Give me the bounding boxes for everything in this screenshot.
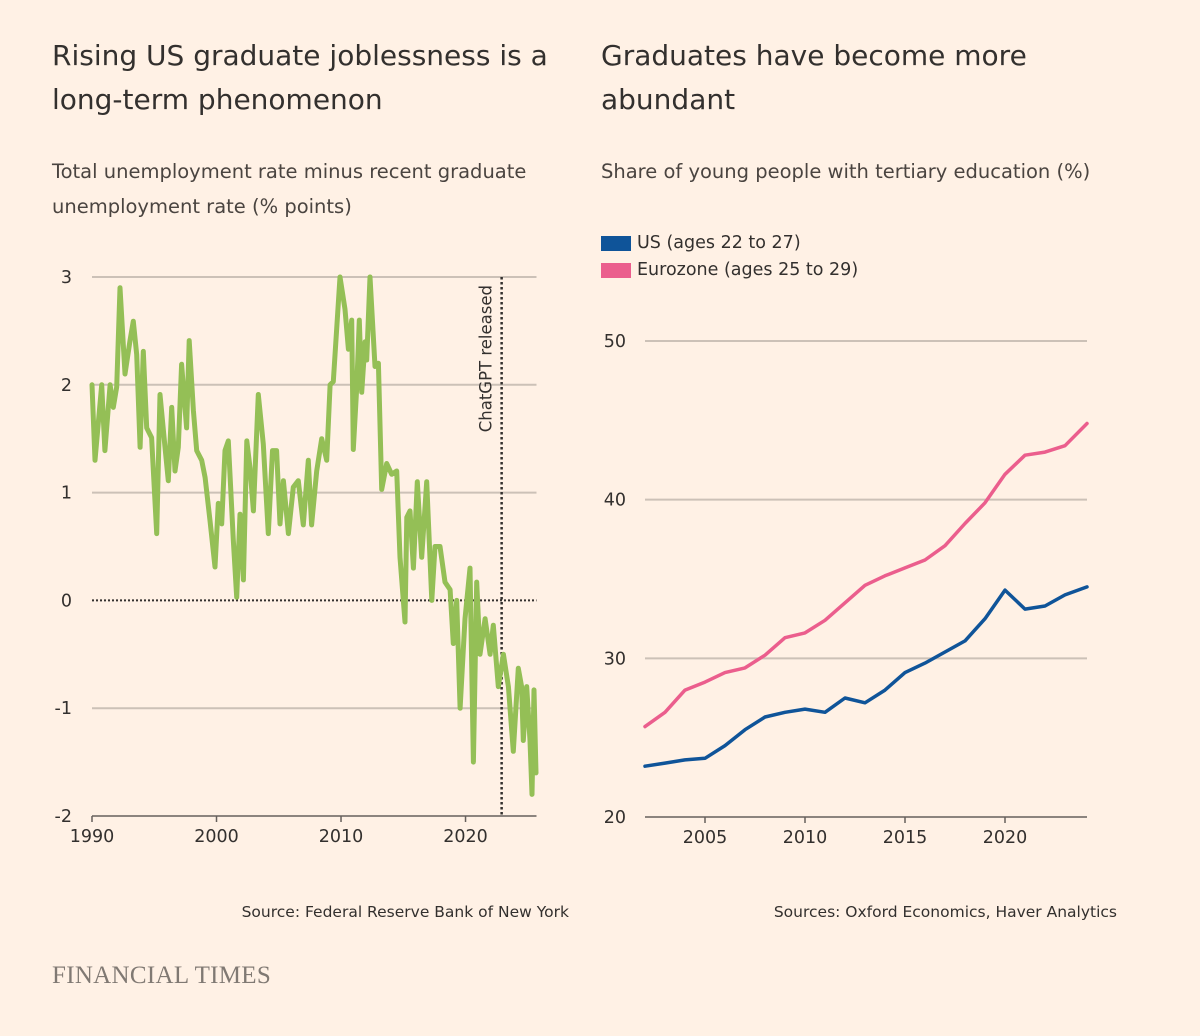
x-tick-label: 2020 — [983, 828, 1028, 848]
legend-swatch-us — [601, 235, 631, 251]
left-chart-source: Source: Federal Reserve Bank of New York — [241, 903, 569, 921]
y-tick-label: -1 — [55, 699, 72, 719]
legend-item-us: US (ages 22 to 27) — [601, 233, 801, 253]
left-chart-title: Rising US graduate joblessness is a long… — [52, 39, 548, 116]
legend-item-eurozone: Eurozone (ages 25 to 29) — [601, 260, 858, 280]
y-tick-label: 3 — [61, 268, 72, 288]
right-chart-subtitle: Share of young people with tertiary educ… — [601, 160, 1091, 183]
y-tick-label: 1 — [61, 484, 72, 504]
x-tick-label: 2015 — [883, 828, 928, 848]
right-chart-title: Graduates have become more abundant — [601, 39, 1027, 116]
x-tick-label: 2020 — [443, 827, 488, 847]
x-tick-label: 2010 — [319, 827, 364, 847]
series-line-chart0 — [89, 274, 539, 797]
series-line-eurozone — [643, 421, 1089, 729]
series-line-us — [643, 585, 1089, 768]
y-tick-label: 50 — [604, 332, 626, 352]
x-tick-label: 2010 — [783, 828, 828, 848]
chatgpt-release-label: ChatGPT released — [477, 285, 496, 432]
y-tick-label: 40 — [604, 491, 626, 511]
right-chart-source: Sources: Oxford Economics, Haver Analyti… — [773, 903, 1117, 921]
x-tick-label: 2005 — [683, 828, 728, 848]
legend-label-us: US (ages 22 to 27) — [637, 233, 801, 253]
left-chart-subtitle: Total unemployment rate minus recent gra… — [52, 160, 527, 218]
y-tick-label: 2 — [61, 376, 72, 396]
ft-logo: FINANCIAL TIMES — [52, 962, 272, 989]
x-tick-label: 1990 — [70, 827, 115, 847]
legend-label-eurozone: Eurozone (ages 25 to 29) — [637, 260, 859, 280]
y-tick-label: 20 — [604, 808, 626, 828]
y-tick-label: 0 — [61, 591, 72, 611]
y-tick-label: 30 — [604, 649, 626, 669]
y-tick-label: -2 — [55, 807, 72, 827]
x-tick-label: 2000 — [194, 827, 239, 847]
legend-swatch-eurozone — [601, 262, 631, 278]
